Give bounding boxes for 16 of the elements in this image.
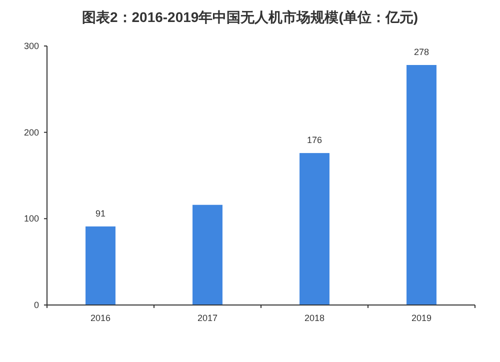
data-label: 91 — [95, 208, 106, 218]
bar — [86, 226, 116, 305]
data-label: 176 — [306, 135, 322, 146]
data-label: 278 — [414, 46, 430, 57]
y-tick-label: 0 — [34, 300, 39, 310]
x-tick-label: 2017 — [197, 313, 218, 323]
bar — [406, 64, 436, 305]
y-tick-label: 100 — [24, 214, 39, 224]
chart-title: 图表2：2016-2019年中国无人机市场规模(单位：亿元) — [82, 9, 418, 25]
x-tick-label: 2018 — [304, 313, 325, 323]
x-tick-label: 2019 — [411, 313, 432, 323]
bar — [192, 204, 222, 305]
y-tick-label: 300 — [24, 41, 39, 51]
bar — [300, 153, 330, 305]
y-tick-label: 200 — [24, 127, 39, 138]
x-tick-label: 2016 — [90, 313, 111, 323]
